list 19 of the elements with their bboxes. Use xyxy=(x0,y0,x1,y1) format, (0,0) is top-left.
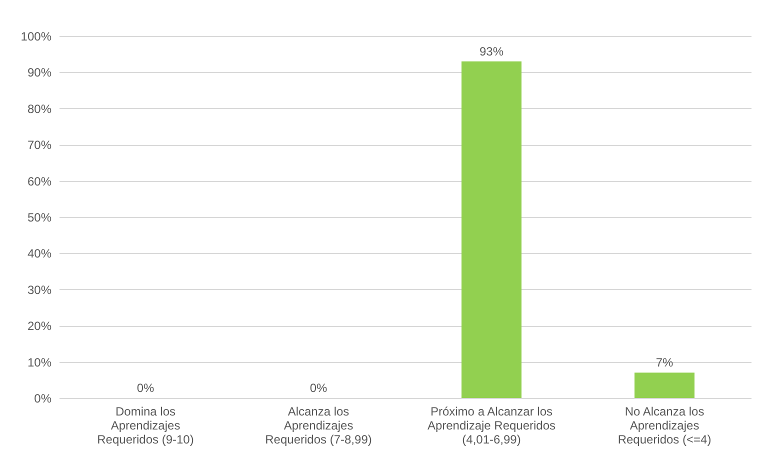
y-tick-label: 0% xyxy=(34,392,52,406)
x-tick-label: Próximo a Alcanzar los Aprendizaje Requeridos (4,01-6,99) xyxy=(427,404,556,446)
y-tick-label: 70% xyxy=(27,138,52,152)
y-tick-label: 100% xyxy=(20,30,52,44)
data-label: 7% xyxy=(656,356,674,370)
data-label: 0% xyxy=(136,381,154,395)
y-tick-label: 60% xyxy=(27,174,52,188)
y-tick-label: 90% xyxy=(27,66,52,80)
y-tick-label: 30% xyxy=(27,282,52,297)
data-label: 0% xyxy=(310,381,328,395)
y-tick-label: 50% xyxy=(27,210,52,224)
y-tick-label: 40% xyxy=(27,246,52,261)
y-tick-label: 20% xyxy=(27,319,52,334)
x-tick-label: Domina los Aprendizajes Requeridos (9-10) xyxy=(97,404,194,446)
x-tick-label: No Alcanza los Aprendizajes Requeridos (<=4) xyxy=(618,404,712,446)
y-tick-label: 80% xyxy=(27,102,52,116)
x-tick-label: Alcanza los Aprendizajes Requeridos (7-8,99) xyxy=(265,404,372,446)
data-label: 93% xyxy=(479,44,504,58)
y-tick-label: 10% xyxy=(27,355,52,370)
